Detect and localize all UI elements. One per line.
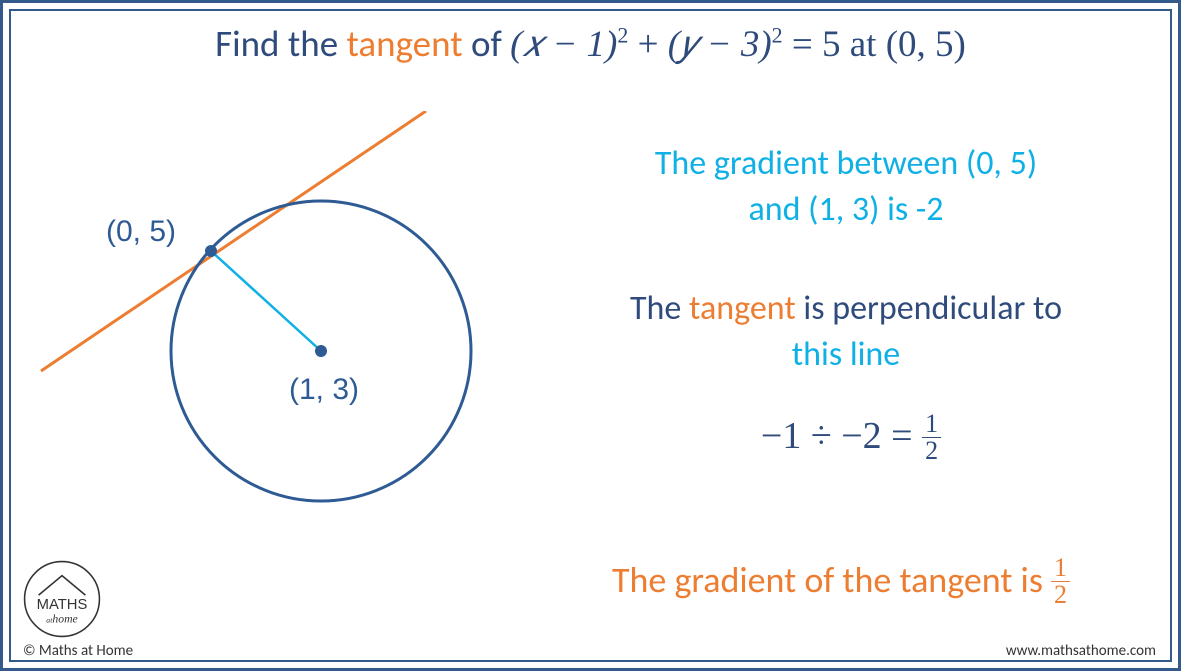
title-rhs: = 5 at (0, 5) xyxy=(783,24,966,65)
step4-result: The gradient of the tangent is 12 xyxy=(501,556,1172,610)
title-sq1: 2 xyxy=(617,23,628,48)
logo-word1: MATHS xyxy=(37,597,88,613)
step3-num: 1 xyxy=(922,411,941,437)
circle-diagram: (0, 5) (1, 3) xyxy=(31,111,531,561)
step4-num: 1 xyxy=(1051,555,1070,581)
step3-calculation: −1 ÷ −2 = 12 xyxy=(571,411,1131,466)
title-mid: of xyxy=(463,21,511,66)
tangent-line xyxy=(41,111,426,371)
label-tangent-point: (0, 5) xyxy=(106,215,176,248)
step2-perpendicular: The tangent is perpendicular to this lin… xyxy=(531,286,1161,378)
step4-den: 2 xyxy=(1051,581,1070,608)
step3-frac: 12 xyxy=(922,411,941,464)
step1-line2: and (1, 3) is -2 xyxy=(748,189,943,230)
problem-title: Find the tangent of (𝑥 − 1)2 + (𝑦 − 3)2 … xyxy=(11,21,1170,66)
logo: MATHS athome xyxy=(23,560,101,638)
radius-line xyxy=(211,251,321,351)
point-center xyxy=(315,345,327,357)
footer-url: www.mathsathome.com xyxy=(1006,642,1156,660)
step1-gradient-radius: The gradient between (0, 5) and (1, 3) i… xyxy=(551,141,1141,233)
step2-b: tangent xyxy=(689,288,796,329)
footer-copyright: © Maths at Home xyxy=(23,642,133,660)
step2-c: is perpendicular to xyxy=(796,288,1062,329)
title-eq-right: (𝑦 − 3) xyxy=(668,24,772,65)
title-plus: + xyxy=(628,24,667,65)
step3-lhs: −1 ÷ −2 = xyxy=(761,415,922,457)
step4-a: The gradient of the tangent is xyxy=(612,558,1051,602)
point-tangent xyxy=(205,245,217,257)
step2-a: The xyxy=(630,288,689,329)
label-center-point: (1, 3) xyxy=(289,373,359,406)
step2-d: this line xyxy=(792,334,900,375)
title-pre: Find the xyxy=(215,21,346,66)
step4-frac: 12 xyxy=(1051,555,1070,608)
title-eq-left: (𝑥 − 1) xyxy=(510,24,617,65)
inner-frame: Find the tangent of (𝑥 − 1)2 + (𝑦 − 3)2 … xyxy=(9,9,1172,662)
step1-line1: The gradient between (0, 5) xyxy=(655,143,1037,184)
title-sq2: 2 xyxy=(772,23,783,48)
step3-den: 2 xyxy=(922,437,941,464)
title-tangent-word: tangent xyxy=(346,21,462,66)
outer-frame: Find the tangent of (𝑥 − 1)2 + (𝑦 − 3)2 … xyxy=(0,0,1181,671)
